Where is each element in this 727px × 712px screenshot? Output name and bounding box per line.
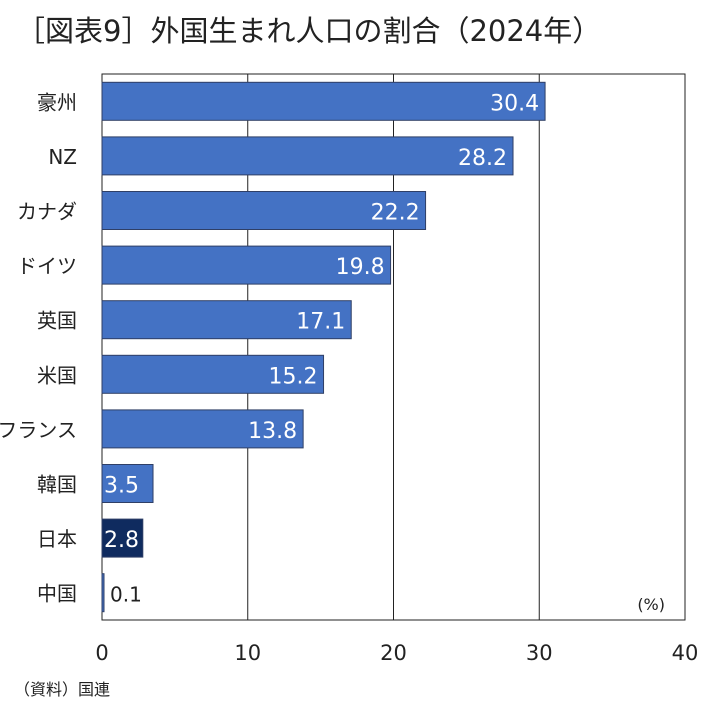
value-label: 0.1 xyxy=(110,583,142,607)
category-label: 日本 xyxy=(37,527,77,551)
value-label: 17.1 xyxy=(296,310,345,335)
bar xyxy=(101,518,144,558)
value-label: 28.2 xyxy=(458,146,507,171)
source-note: （資料）国連 xyxy=(14,680,111,699)
bar xyxy=(101,354,325,394)
category-label: カナダ xyxy=(17,200,77,224)
value-label: 19.8 xyxy=(336,255,385,280)
bar xyxy=(101,573,105,613)
category-label: 英国 xyxy=(37,309,77,333)
category-label: 米国 xyxy=(37,363,77,387)
x-tick-label: 40 xyxy=(672,641,699,665)
x-tick-label: 30 xyxy=(526,641,553,665)
x-tick-label: 10 xyxy=(234,641,261,665)
value-label: 3.5 xyxy=(104,474,139,499)
chart-title: ［図表9］外国生まれ人口の割合（2024年） xyxy=(16,14,602,48)
category-label: NZ xyxy=(48,145,77,169)
value-label: 2.8 xyxy=(104,528,139,553)
plot-frame xyxy=(101,73,686,621)
category-label: 中国 xyxy=(37,582,77,606)
value-label: 13.8 xyxy=(248,419,297,444)
bar xyxy=(101,136,514,176)
x-tick-label: 20 xyxy=(380,641,407,665)
x-tick-label: 0 xyxy=(95,641,108,665)
bar xyxy=(101,409,304,449)
category-label: ドイツ xyxy=(17,254,77,278)
bar xyxy=(101,81,546,121)
bar xyxy=(101,191,427,230)
category-label: 韓国 xyxy=(37,473,77,497)
bar xyxy=(101,300,352,340)
category-label: フランス xyxy=(0,418,77,442)
bar xyxy=(101,464,154,503)
value-label: 15.2 xyxy=(269,364,318,389)
category-label: 豪州 xyxy=(37,90,77,114)
unit-label: (%) xyxy=(637,595,665,614)
value-label: 30.4 xyxy=(490,91,539,116)
bar xyxy=(101,245,392,285)
value-label: 22.2 xyxy=(371,201,420,226)
